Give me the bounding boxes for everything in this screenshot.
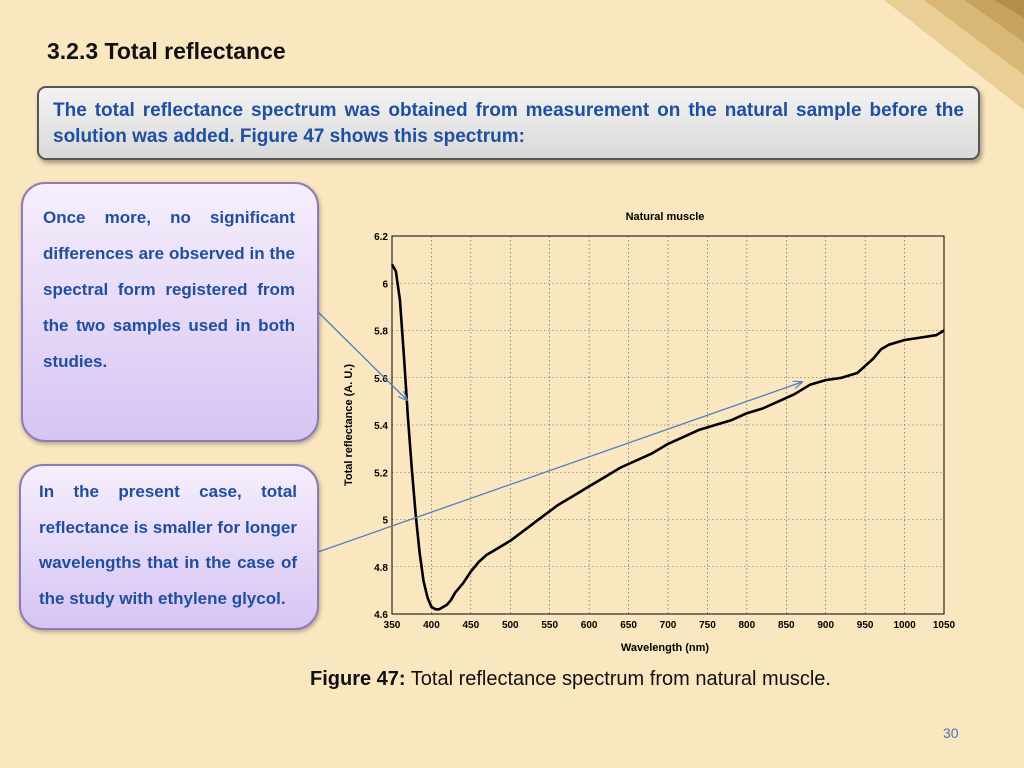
y-tick-labels: 4.6 4.8 5 5.2 5.4 5.6 5.8 6 6.2 (374, 232, 388, 621)
x-axis-label: Wavelength (nm) (621, 642, 710, 654)
x-tick-label: 700 (660, 620, 677, 631)
y-tick-label: 5.6 (374, 374, 388, 385)
plot-frame (391, 235, 945, 615)
caption-label: Figure 47: (310, 668, 406, 690)
x-tick-label: 550 (541, 620, 558, 631)
y-tick-label: 4.8 (374, 563, 388, 574)
caption-text: Total reflectance spectrum from natural … (405, 668, 831, 690)
y-tick-label: 6.2 (374, 232, 388, 243)
reflectance-chart: Natural muscle 4.6 4.8 5 5.2 5.4 5.6 5.8 6 6.2 3… (343, 211, 956, 654)
chart-grid (392, 236, 944, 614)
x-tick-label: 400 (423, 620, 440, 631)
x-tick-label: 1050 (933, 620, 956, 631)
x-tick-label: 900 (817, 620, 834, 631)
series-line-natural-muscle (390, 263, 945, 611)
x-tick-label: 600 (581, 620, 598, 631)
x-tick-label: 500 (502, 620, 519, 631)
chart-title: Natural muscle (626, 211, 705, 223)
x-tick-label: 350 (384, 620, 401, 631)
y-tick-label: 6 (382, 279, 388, 290)
y-tick-label: 5.4 (374, 421, 388, 432)
y-axis-label: Total reflectance (A. U.) (343, 364, 355, 486)
note-no-differences: Once more, no significant differences ar… (21, 182, 319, 442)
y-tick-label: 5.8 (374, 327, 388, 338)
note-smaller-reflectance: In the present case, total reflectance i… (19, 464, 319, 630)
x-tick-label: 650 (620, 620, 637, 631)
page-number: 30 (943, 725, 959, 741)
x-tick-label: 800 (739, 620, 756, 631)
x-tick-label: 450 (463, 620, 480, 631)
y-tick-label: 5.2 (374, 468, 388, 479)
slide-title: 3.2.3 Total reflectance (47, 38, 286, 64)
x-tick-label: 750 (699, 620, 716, 631)
figure-caption: Figure 47: Total reflectance spectrum fr… (310, 668, 831, 691)
arrow-note2 (317, 382, 802, 553)
x-tick-label: 850 (778, 620, 795, 631)
intro-callout: The total reflectance spectrum was obtai… (37, 86, 980, 160)
x-tick-labels: 350 400 450 500 550 600 650 700 750 800 850 900 950 1… (384, 620, 956, 631)
arrow-note1 (317, 311, 407, 400)
y-tick-label: 4.6 (374, 610, 388, 621)
x-tick-label: 950 (857, 620, 874, 631)
y-tick-label: 5 (382, 516, 388, 527)
corner-decoration (884, 0, 1024, 110)
x-tick-label: 1000 (893, 620, 916, 631)
